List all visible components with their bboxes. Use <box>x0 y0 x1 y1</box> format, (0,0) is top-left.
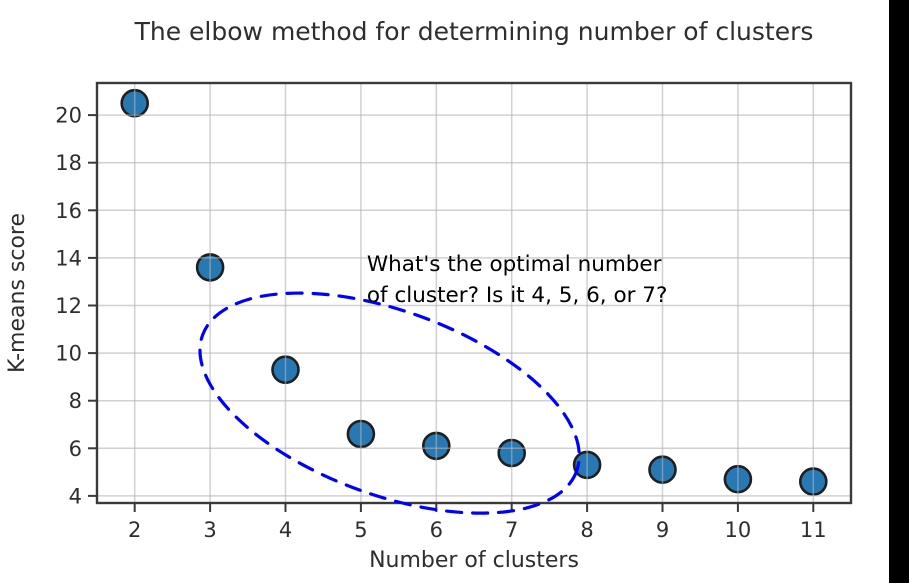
x-tick-label: 8 <box>580 518 593 542</box>
y-tick-label: 14 <box>55 246 82 270</box>
x-axis-label: Number of clusters <box>369 548 579 573</box>
x-tick-label: 3 <box>203 518 216 542</box>
y-tick-label: 8 <box>69 389 82 413</box>
x-tick-label: 9 <box>656 518 669 542</box>
chart-title: The elbow method for determining number … <box>134 17 814 46</box>
y-tick-label: 16 <box>55 199 82 223</box>
annotation: What's the optimal number of cluster? Is … <box>367 252 668 308</box>
x-tick-label: 6 <box>430 518 443 542</box>
axes-spines <box>95 81 853 505</box>
x-tick-label: 11 <box>800 518 827 542</box>
y-tick-label: 10 <box>55 342 82 366</box>
scatter-points <box>120 88 828 496</box>
x-tick-label: 10 <box>725 518 752 542</box>
y-tick-label: 6 <box>69 437 82 461</box>
grid-lines <box>97 83 851 503</box>
axis-ticks: 2 3 4 5 6 7 8 9 10 11 4 6 8 10 12 14 16 18 20 <box>55 104 826 542</box>
screen-right-edge-bar <box>889 0 909 583</box>
y-axis-label: K-means score <box>5 213 30 373</box>
x-tick-label: 4 <box>279 518 292 542</box>
plot-area <box>97 83 851 503</box>
y-tick-label: 18 <box>55 151 82 175</box>
highlight-ellipse <box>198 291 581 515</box>
annotation-line-1: What's the optimal number <box>367 252 662 277</box>
x-tick-label: 2 <box>128 518 141 542</box>
x-tick-label: 7 <box>505 518 518 542</box>
annotation-line-2: of cluster? Is it 4, 5, 6, or 7? <box>367 283 668 308</box>
y-tick-label: 20 <box>55 104 82 128</box>
x-tick-label: 5 <box>354 518 367 542</box>
y-tick-label: 12 <box>55 294 82 318</box>
y-tick-label: 4 <box>69 484 82 508</box>
highlight-ellipse-group <box>198 291 581 515</box>
